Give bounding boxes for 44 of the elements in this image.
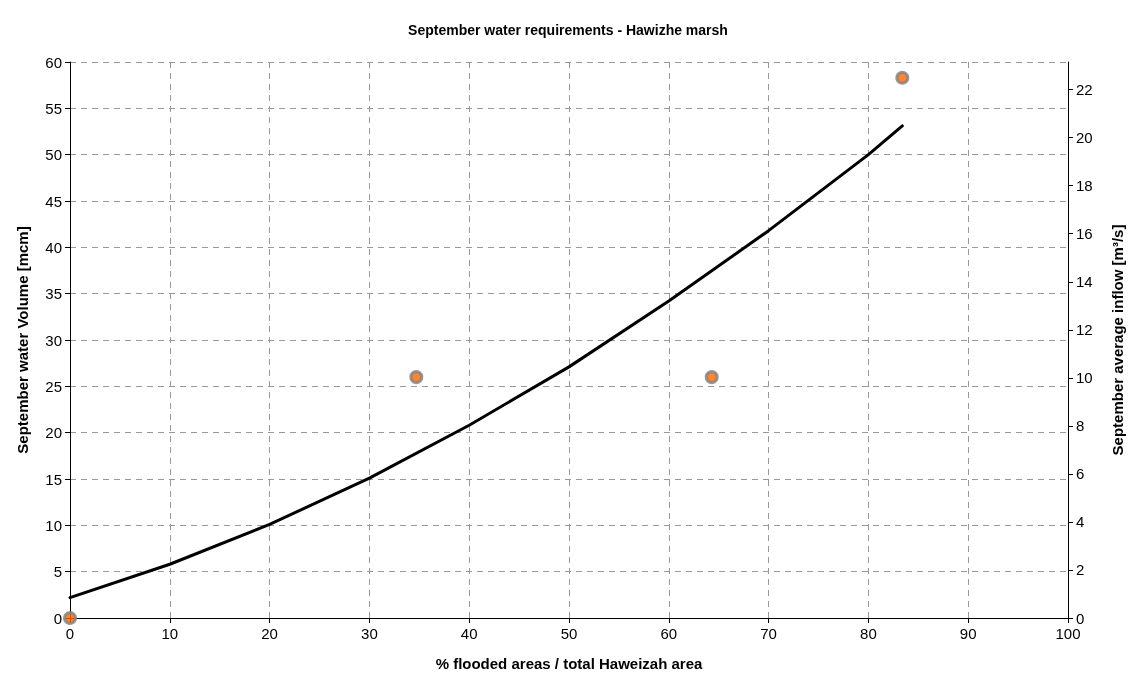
y2-tick-label: 18 [1076, 177, 1093, 195]
x-tick-label: 0 [65, 625, 75, 642]
y2-tick-label: 2 [1076, 561, 1085, 579]
x-tick-label: 90 [959, 625, 977, 642]
y2-axis-title: September average inflow [m³/s] [1109, 224, 1126, 456]
x-tick-label: 30 [361, 625, 378, 642]
y2-tick-label: 6 [1076, 465, 1085, 483]
y-tick-label: 55 [45, 99, 62, 117]
y-tick-label: 50 [45, 146, 62, 164]
y2-tick-label: 8 [1076, 417, 1085, 435]
y-tick-label: 25 [45, 377, 62, 395]
x-tick-label: 60 [660, 625, 678, 642]
y-tick-label: 5 [53, 563, 62, 581]
x-axis-title: % flooded areas / total Haweizah area [435, 655, 704, 672]
y2-tick-label: 0 [1076, 609, 1085, 627]
y2-tick-label: 16 [1076, 225, 1093, 243]
point [409, 370, 424, 385]
y-tick-label: 60 [45, 53, 62, 71]
y2-tick-label: 14 [1076, 273, 1093, 291]
point [704, 370, 719, 385]
y-tick-label: 35 [45, 285, 62, 303]
y-tick-label: 0 [53, 609, 62, 627]
y2-tick-label: 10 [1076, 369, 1093, 387]
point [63, 611, 77, 625]
x-tick-label: 10 [161, 625, 179, 642]
y-tick-label: 20 [45, 424, 62, 442]
x-tick-label: 50 [560, 625, 578, 642]
x-tick-label: 80 [860, 625, 877, 642]
chart-title: September water requirements - Hawizhe marsh [408, 22, 728, 38]
y2-tick-label: 4 [1076, 513, 1085, 531]
y-tick-label: 45 [45, 192, 62, 210]
y2-tick-label: 20 [1076, 129, 1093, 147]
x-tick-label: 70 [760, 625, 777, 642]
y-tick-label: 30 [45, 331, 62, 349]
y-axis-title: September water Volume [mcm] [14, 226, 31, 454]
y-tick-label: 15 [45, 470, 62, 488]
x-tick-label: 40 [460, 625, 478, 642]
y2-tick-label: 22 [1076, 81, 1093, 99]
y-tick-label: 40 [45, 238, 62, 256]
x-tick-label: 100 [1055, 625, 1081, 642]
y-tick-label: 10 [45, 516, 62, 534]
point [895, 70, 910, 85]
y2-tick-label: 12 [1076, 321, 1093, 339]
x-tick-label: 20 [261, 625, 278, 642]
